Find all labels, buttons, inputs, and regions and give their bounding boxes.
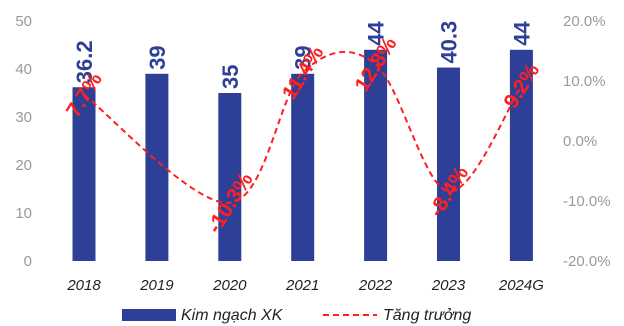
bar <box>145 73 169 261</box>
bar-value-label: 39 <box>291 45 316 69</box>
bar <box>291 73 315 261</box>
bar-value-label: 39 <box>145 45 170 69</box>
bar <box>364 49 388 261</box>
bar-value-label: 35 <box>218 65 243 89</box>
x-axis-tick: 2023 <box>431 277 466 294</box>
left-axis-tick: 40 <box>15 61 32 78</box>
legend-bar-swatch <box>122 309 176 321</box>
bar-value-label: 40.3 <box>437 21 462 64</box>
growth-value-label: 11.4% <box>278 42 329 104</box>
growth-value-label: 7.7% <box>62 68 107 121</box>
legend-line-label: Tăng trưởng <box>383 307 471 324</box>
x-axis: 2018 2019 2020 2021 2022 2023 2024G <box>66 277 544 294</box>
legend-item-line: Tăng trưởng <box>323 307 471 324</box>
bar-value-label: 44 <box>364 21 389 46</box>
x-axis-tick: 2022 <box>358 277 393 294</box>
legend-item-bar: Kim ngạch XK <box>122 307 284 324</box>
bar-value-label: 36.2 <box>72 40 97 83</box>
right-axis: -20.0% -10.0% 0.0% 10.0% 20.0% <box>563 13 611 270</box>
bar <box>509 49 533 261</box>
bar <box>218 93 242 261</box>
x-axis-tick: 2021 <box>285 277 319 294</box>
bar-value-label: 44 <box>509 21 534 46</box>
left-axis-tick: 50 <box>15 13 32 30</box>
growth-value-label: 9.2% <box>499 59 544 112</box>
left-axis-tick: 30 <box>15 109 32 126</box>
legend-bar-label: Kim ngạch XK <box>181 307 284 324</box>
right-axis-tick: -20.0% <box>563 253 611 270</box>
right-axis-tick: 20.0% <box>563 13 606 30</box>
x-axis-tick: 2019 <box>139 277 174 294</box>
legend: Kim ngạch XK Tăng trưởng <box>122 307 471 324</box>
left-axis-tick: 10 <box>15 205 32 222</box>
bar-labels: 36.2 39 35 39 44 40.3 44 <box>72 21 534 89</box>
x-axis-tick: 2018 <box>66 277 101 294</box>
x-axis-tick: 2024G <box>498 277 544 294</box>
bar <box>437 67 460 261</box>
x-axis-tick: 2020 <box>212 277 247 294</box>
right-axis-tick: -10.0% <box>563 193 611 210</box>
left-axis: 0 10 20 30 40 50 <box>15 13 32 270</box>
growth-line <box>83 50 523 204</box>
growth-value-label: -8.4% <box>425 162 474 221</box>
left-axis-tick: 20 <box>15 157 32 174</box>
growth-line-series <box>83 50 523 204</box>
left-axis-tick: 0 <box>24 253 32 270</box>
right-axis-tick: 10.0% <box>563 73 606 90</box>
right-axis-tick: 0.0% <box>563 133 597 150</box>
bar <box>72 87 96 262</box>
bar-series <box>72 49 533 262</box>
